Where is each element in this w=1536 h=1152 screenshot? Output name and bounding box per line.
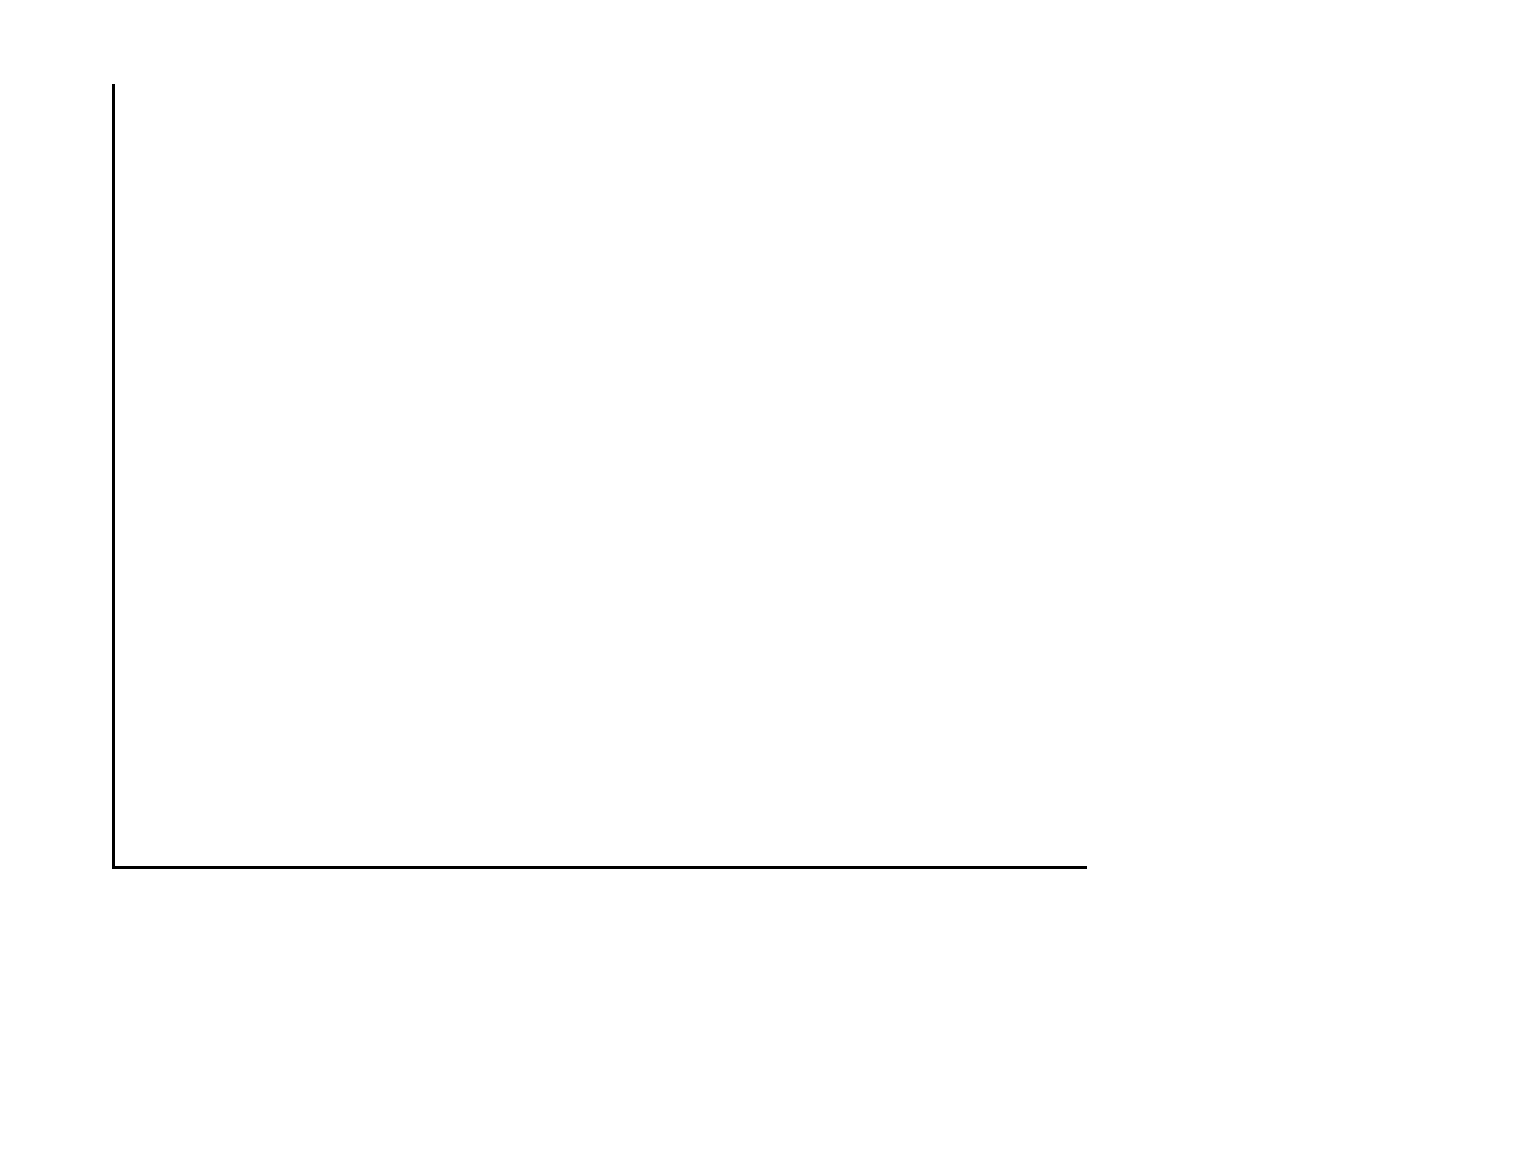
plot-panel [115,86,1087,866]
y-axis-line [112,84,115,869]
x-axis-line [112,866,1087,869]
